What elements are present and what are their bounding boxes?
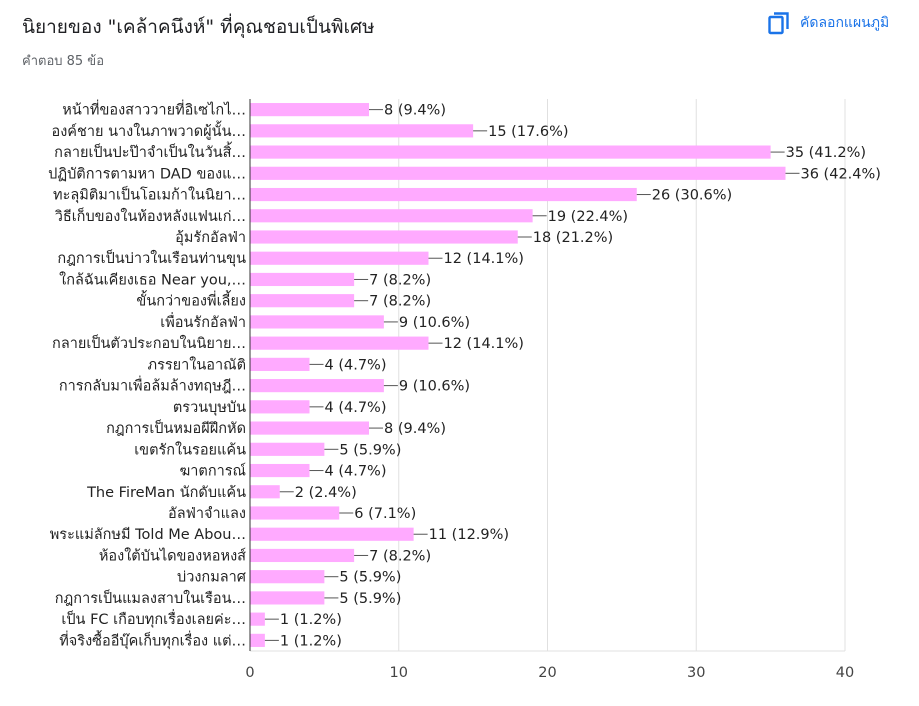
bar bbox=[250, 145, 771, 159]
bar bbox=[250, 272, 355, 287]
bar bbox=[250, 357, 310, 371]
value-label: 11 (12.9%) bbox=[429, 527, 509, 543]
value-label: 4 (4.7%) bbox=[325, 400, 387, 416]
category-label: ที่จริงซื้ออีบุ๊คเก็บทุกเรื่อง แต่… bbox=[59, 629, 246, 649]
value-label: 19 (22.4%) bbox=[548, 209, 628, 225]
value-label: 15 (17.6%) bbox=[488, 124, 568, 140]
value-label: 26 (30.6%) bbox=[652, 188, 732, 204]
bar bbox=[250, 485, 280, 499]
copy-chart-label: คัดลอกแผนภูมิ bbox=[800, 15, 890, 31]
bar bbox=[250, 103, 369, 117]
value-label: 5 (5.9%) bbox=[339, 570, 401, 586]
bar bbox=[250, 209, 533, 223]
value-label: 7 (8.2%) bbox=[369, 294, 431, 310]
bar bbox=[250, 400, 310, 414]
bar bbox=[250, 251, 429, 265]
category-label: อุ้มรักอัลฟ่า bbox=[175, 229, 246, 246]
x-tick-label: 10 bbox=[390, 665, 408, 681]
category-label: กฎการเป็นบ่าวในเรือนท่านขุน bbox=[57, 248, 246, 267]
bar bbox=[250, 336, 429, 350]
x-tick-label: 40 bbox=[836, 665, 854, 681]
value-label: 12 (14.1%) bbox=[444, 336, 524, 352]
category-label: การกลับมาเพื่อล้มล้างทฤษฎี… bbox=[59, 376, 246, 395]
bar bbox=[250, 230, 518, 244]
bar bbox=[250, 187, 637, 202]
bar bbox=[250, 633, 265, 647]
bar bbox=[250, 166, 786, 180]
bar bbox=[250, 442, 325, 456]
response-count: คำตอบ 85 ข้อ bbox=[22, 54, 104, 69]
category-label: บ่วงกมลาศ bbox=[177, 570, 247, 586]
category-label: องค์ชาย นางในภาพวาดผู้นั้น… bbox=[52, 120, 246, 140]
category-label: ฆาตการณ์ bbox=[180, 463, 246, 480]
value-label: 8 (9.4%) bbox=[384, 103, 446, 119]
value-label: 35 (41.2%) bbox=[786, 145, 866, 161]
bar bbox=[250, 612, 265, 626]
bar bbox=[250, 124, 474, 138]
category-label: อัลฟ่าจำแลง bbox=[168, 506, 246, 522]
value-label: 9 (10.6%) bbox=[399, 315, 470, 331]
category-label: กฎการเป็นแมลงสาบในเรือน… bbox=[55, 588, 246, 607]
value-label: 8 (9.4%) bbox=[384, 421, 446, 437]
category-label: ปฏิบัติการตามหา DAD ของแ… bbox=[48, 166, 246, 182]
copy-icon bbox=[768, 11, 790, 35]
category-label: วิธีเก็บของในห้องหลังแฟนเก่… bbox=[55, 206, 246, 225]
value-label: 5 (5.9%) bbox=[339, 591, 401, 607]
value-label: 9 (10.6%) bbox=[399, 379, 470, 395]
value-label: 36 (42.4%) bbox=[801, 166, 881, 182]
bar bbox=[250, 548, 355, 563]
x-tick-label: 20 bbox=[538, 665, 556, 681]
bar bbox=[250, 379, 384, 393]
copy-chart-button[interactable]: คัดลอกแผนภูมิ bbox=[768, 8, 889, 38]
bar bbox=[250, 315, 384, 329]
bar bbox=[250, 527, 414, 541]
value-label: 2 (2.4%) bbox=[295, 485, 357, 501]
category-label: หน้าที่ของสาววายที่อิเซไกไ… bbox=[62, 100, 246, 119]
value-label: 5 (5.9%) bbox=[339, 442, 401, 458]
value-label: 1 (1.2%) bbox=[280, 612, 342, 628]
bar bbox=[250, 591, 325, 605]
bar bbox=[250, 506, 340, 520]
category-label: ทะลุมิติมาเป็นโอเมก้าในนิยา… bbox=[53, 185, 246, 204]
value-label: 4 (4.7%) bbox=[325, 357, 387, 373]
value-label: 7 (8.2%) bbox=[369, 548, 431, 564]
x-tick-label: 30 bbox=[687, 665, 705, 681]
value-label: 6 (7.1%) bbox=[354, 506, 416, 522]
x-tick-label: 0 bbox=[245, 665, 254, 681]
category-label: ตรวนบุษบัน bbox=[173, 400, 246, 416]
bar bbox=[250, 570, 325, 584]
value-label: 18 (21.2%) bbox=[533, 230, 613, 246]
category-label: ใกล้ฉันเคียงเธอ Near you,… bbox=[59, 270, 246, 288]
category-label: กฎการเป็นหมอผีฝึกหัด bbox=[106, 418, 246, 437]
category-label: ภรรยาในอาณัติ bbox=[148, 355, 246, 373]
category-label: ห้องใต้บันไดของหอหงส์ bbox=[99, 546, 246, 564]
value-label: 1 (1.2%) bbox=[280, 633, 342, 649]
value-label: 7 (8.2%) bbox=[369, 272, 431, 288]
category-label: กลายเป็นปะป๊าจำเป็นในวันสิ้… bbox=[54, 141, 246, 161]
category-label: เขตรักในรอยแค้น bbox=[134, 440, 246, 458]
category-label: กลายเป็นตัวประกอบในนิยาย… bbox=[52, 333, 246, 352]
category-label: พระแม่ลักษมี Told Me Abou… bbox=[50, 526, 246, 543]
category-label: เพื่อนรักอัลฟ่า bbox=[160, 312, 246, 331]
bar bbox=[250, 463, 310, 478]
category-label: ขั้นกว่าของพี่เลี้ยง bbox=[136, 290, 246, 310]
category-label: เป็น FC เกือบทุกเรื่องเลยค่ะ… bbox=[61, 609, 246, 628]
chart-title: นิยายของ "เคล้าคนึงห์" ที่คุณชอบเป็นพิเศ… bbox=[22, 16, 375, 38]
bar bbox=[250, 294, 355, 308]
bar bbox=[250, 421, 369, 435]
value-label: 4 (4.7%) bbox=[325, 464, 387, 480]
category-label: The FireMan นักดับแค้น bbox=[86, 484, 246, 501]
value-label: 12 (14.1%) bbox=[444, 251, 524, 267]
